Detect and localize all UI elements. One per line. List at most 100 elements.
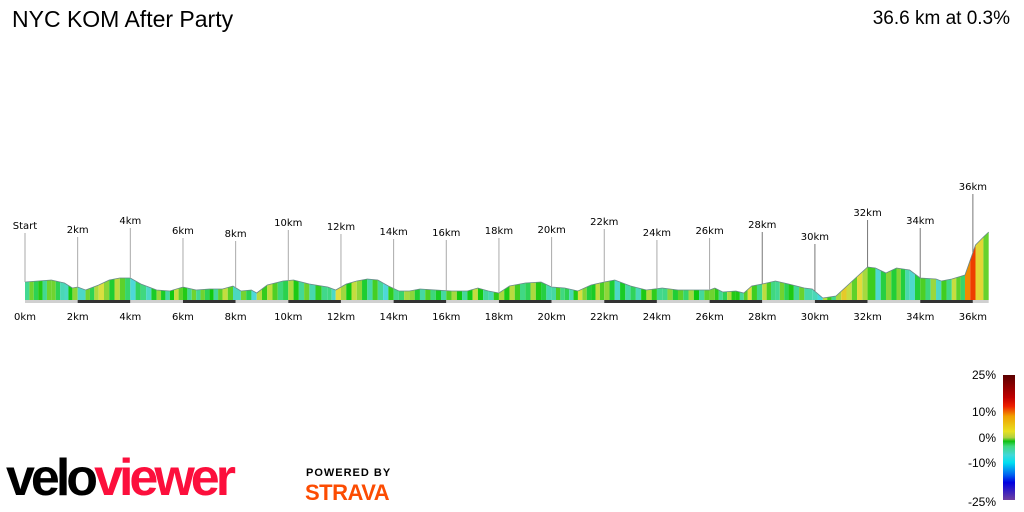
profile-segment <box>731 291 736 300</box>
profile-segment <box>718 290 723 300</box>
profile-segment <box>283 280 289 300</box>
km-marker-label: 16km <box>432 228 460 239</box>
x-tick-label: 22km <box>590 312 618 323</box>
km-marker-label: 4km <box>119 216 141 227</box>
distance-axis-band <box>656 300 710 303</box>
profile-segment <box>520 283 526 300</box>
profile-segment <box>393 288 399 300</box>
profile-segment <box>925 278 931 300</box>
profile-segment <box>909 270 915 300</box>
profile-segment <box>409 290 415 300</box>
profile-segment <box>793 285 800 300</box>
profile-segment <box>595 283 600 300</box>
profile-segment <box>233 286 241 300</box>
profile-segment <box>900 268 906 300</box>
profile-segment <box>174 288 179 300</box>
profile-segment <box>784 283 789 300</box>
profile-segment <box>867 267 876 300</box>
profile-segment <box>315 285 322 300</box>
profile-segment <box>130 278 136 300</box>
profile-segment <box>146 286 152 300</box>
profile-segment <box>103 280 110 300</box>
profile-segment <box>656 288 663 300</box>
profile-segment <box>367 279 373 300</box>
distance-axis-band <box>393 300 447 303</box>
legend-label: 10% <box>971 405 996 419</box>
distance-axis-band <box>709 300 763 303</box>
profile-segment <box>551 287 556 300</box>
profile-segment <box>662 288 668 300</box>
profile-segment <box>55 281 61 300</box>
profile-outline <box>24 231 989 299</box>
distance-axis-band <box>498 300 552 303</box>
profile-segment <box>891 268 897 300</box>
km-marker-label: 12km <box>327 222 355 233</box>
distance-axis-band <box>972 300 989 303</box>
distance-axis-band <box>77 300 131 303</box>
page-title: NYC KOM After Party <box>12 6 234 32</box>
profile-segment <box>298 281 305 300</box>
profile-segment <box>272 282 278 300</box>
profile-segment <box>541 282 547 300</box>
profile-segment <box>321 286 328 300</box>
profile-segment <box>362 279 368 300</box>
profile-segment <box>288 280 294 300</box>
profile-segment <box>630 286 636 300</box>
profile-segment <box>467 289 473 300</box>
profile-segment <box>535 282 542 300</box>
profile-segment <box>960 275 965 300</box>
km-marker-label: 26km <box>695 226 723 237</box>
x-tick-label: 16km <box>432 312 460 323</box>
profile-segment <box>722 291 728 300</box>
profile-segment <box>165 290 170 300</box>
x-tick-label: 0km <box>14 312 36 323</box>
profile-segment <box>25 281 30 300</box>
profile-segment <box>747 286 752 300</box>
profile-segment <box>114 278 120 300</box>
profile-segment <box>351 281 357 300</box>
profile-segment <box>51 280 56 300</box>
profile-segment <box>388 286 394 300</box>
powered-by-text: POWERED BY <box>306 467 392 479</box>
profile-segment <box>846 281 852 300</box>
km-marker-label: Start <box>13 221 38 232</box>
x-tick-label: 4km <box>119 312 141 323</box>
profile-segment <box>161 290 166 300</box>
profile-segment <box>414 289 420 300</box>
profile-segment <box>788 284 794 300</box>
profile-segment <box>514 284 521 300</box>
profile-segment <box>641 288 647 300</box>
profile-segment <box>577 289 583 300</box>
x-tick-label: 24km <box>643 312 671 323</box>
profile-segment <box>975 237 984 300</box>
veloviewer-logo: veloviewer <box>6 449 236 507</box>
profile-segment <box>964 260 971 300</box>
profile-segment <box>140 284 147 300</box>
legend-label: 25% <box>971 368 996 382</box>
km-marker-label: 20km <box>537 225 565 236</box>
x-tick-label: 30km <box>801 312 829 323</box>
x-tick-label: 26km <box>695 312 723 323</box>
profile-segment <box>651 288 657 300</box>
profile-segment <box>530 282 536 300</box>
profile-segment <box>804 288 813 300</box>
x-tick-label: 14km <box>379 312 407 323</box>
profile-segment <box>451 291 457 300</box>
profile-segment <box>704 290 710 300</box>
profile-segment <box>85 288 90 300</box>
profile-segment <box>525 282 531 300</box>
profile-segment <box>169 289 175 300</box>
profile-segment <box>885 270 892 300</box>
profile-segment <box>89 286 95 300</box>
profile-segment <box>779 282 785 300</box>
strava-logo: STRAVA <box>305 480 390 505</box>
profile-segment <box>560 287 565 300</box>
profile-segment <box>196 289 201 300</box>
profile-segment <box>151 288 157 300</box>
profile-segment <box>331 288 336 300</box>
profile-segment <box>905 269 910 300</box>
profile-segment <box>831 296 836 300</box>
profile-segment <box>46 280 52 300</box>
km-marker-label: 34km <box>906 216 934 227</box>
